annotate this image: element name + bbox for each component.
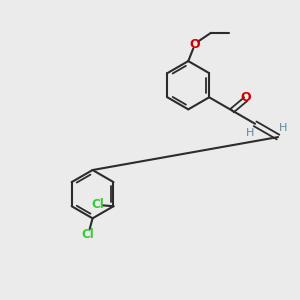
Text: O: O — [189, 38, 200, 50]
Text: H: H — [279, 123, 287, 133]
Text: Cl: Cl — [91, 198, 104, 211]
Text: Cl: Cl — [82, 228, 94, 241]
Text: O: O — [240, 91, 251, 104]
Text: H: H — [246, 128, 254, 138]
